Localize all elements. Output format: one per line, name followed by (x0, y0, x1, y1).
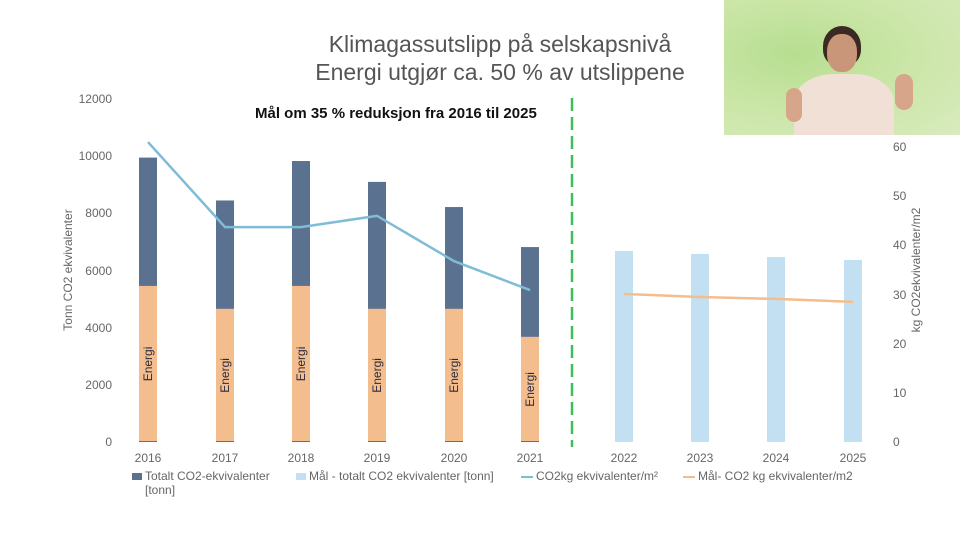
chart-title-line2: Energi utgjør ca. 50 % av utslippene (315, 59, 685, 85)
bar-target-2025 (844, 259, 862, 442)
bar-energi-2018 (292, 285, 310, 441)
bar-label-energi: Energi (218, 358, 232, 393)
bar-label-energi: Energi (447, 358, 461, 393)
y-tick-right: 30 (893, 287, 907, 302)
presenter-hand-right (895, 74, 913, 110)
y-tick-left: 0 (105, 435, 112, 449)
chart-title-line1: Klimagassutslipp på selskapsnivå (328, 31, 672, 57)
bar-label-energi: Energi (370, 358, 384, 393)
bar-target-2023 (691, 253, 709, 442)
y-tick-right: 20 (893, 336, 907, 351)
legend-box-icon (132, 473, 142, 480)
y-tick-left: 8000 (85, 206, 112, 221)
x-tick: 2018 (287, 451, 315, 465)
x-tick: 2023 (686, 451, 714, 465)
x-tick: 2022 (610, 451, 638, 465)
x-tick: 2021 (516, 451, 544, 465)
y-tick-left: 4000 (85, 320, 112, 335)
bar-label-energi: Energi (141, 347, 155, 382)
x-tick: 2017 (211, 451, 239, 465)
y-tick-right: 10 (893, 385, 907, 400)
legend-label: Mål- CO2 kg ekvivalenter/m2 (698, 469, 853, 483)
bar-label-energi: Energi (523, 372, 537, 407)
y-tick-left: 6000 (85, 263, 112, 278)
legend-label: Totalt CO2-ekvivalenter [tonn] (145, 469, 270, 497)
x-tick: 2019 (363, 451, 391, 465)
legend-label: CO2kg ekvivalenter/m² (536, 469, 659, 483)
y-tick-right: 0 (893, 435, 900, 449)
legend-item: CO2kg ekvivalenter/m² (521, 469, 658, 483)
x-tick: 2020 (440, 451, 468, 465)
legend-label: Mål - totalt CO2 ekvivalenter [tonn] (309, 469, 494, 483)
y-tick-right: 50 (893, 189, 907, 204)
x-tick: 2016 (134, 451, 162, 465)
presenter-body (794, 74, 894, 135)
x-tick: 2025 (839, 451, 867, 465)
bar-target-2022 (615, 251, 633, 442)
bar-label-energi: Energi (294, 347, 308, 382)
y-tick-right: 40 (893, 238, 907, 253)
y-tick-left: 10000 (78, 149, 112, 164)
bar-energi-2016 (139, 285, 157, 441)
bar-energi-2019 (368, 308, 386, 441)
presenter-hand-left (786, 88, 802, 122)
bar-energi-2017 (216, 308, 234, 441)
x-tick: 2024 (762, 451, 790, 465)
legend-item: Totalt CO2-ekvivalenter [tonn] (132, 469, 270, 497)
presenter-webcam-video (724, 0, 960, 135)
y-tick-left: 2000 (85, 377, 112, 392)
legend-item: Mål - totalt CO2 ekvivalenter [tonn] (296, 469, 494, 483)
bar-target-2024 (767, 257, 785, 442)
legend-line-icon (521, 476, 533, 478)
y-tick-right: 60 (893, 140, 907, 154)
line-co2kg-per-m2 (147, 141, 531, 292)
legend-line-icon (683, 476, 695, 478)
y-tick-left: 12000 (78, 92, 112, 106)
bar-energi-2021 (521, 336, 539, 441)
presenter-face (827, 34, 857, 72)
bar-energi-2020 (445, 308, 463, 441)
line-target-co2kg-per-m2 (623, 292, 854, 304)
target-annotation: Mål om 35 % reduksjon fra 2016 til 2025 (255, 105, 537, 122)
legend-box-icon (296, 473, 306, 480)
chart-title: Klimagassutslipp på selskapsnivå Energi … (280, 30, 720, 86)
legend-item: Mål- CO2 kg ekvivalenter/m2 (683, 469, 853, 483)
